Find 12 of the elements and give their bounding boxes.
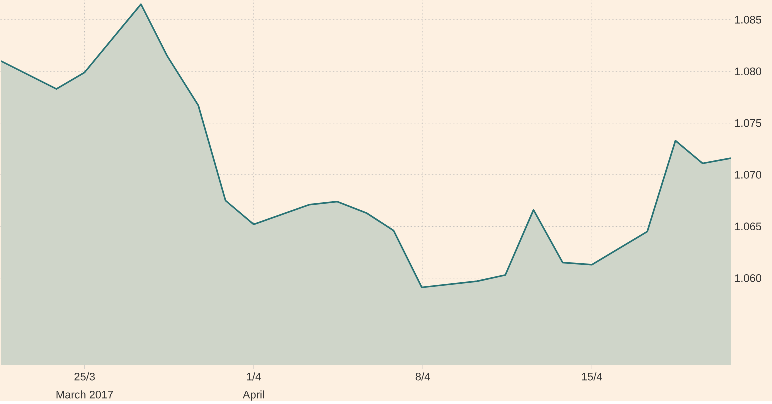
y-tick-label: 1.085	[735, 16, 762, 24]
x-tick-label: 25/3	[74, 372, 96, 381]
x-tick-label: 8/4	[416, 372, 430, 381]
y-tick-label: 1.075	[735, 119, 762, 128]
y-tick-label: 1.060	[735, 274, 762, 282]
y-tick-label: 1.080	[735, 68, 762, 76]
x-tick-label: 1/4	[247, 372, 262, 381]
text: March 2017	[56, 390, 114, 399]
x-tick-label: 15/4	[582, 372, 602, 381]
text: April	[243, 390, 264, 401]
y-tick-label: 1.070	[735, 171, 762, 179]
y-tick-label: 1.065	[735, 222, 762, 230]
